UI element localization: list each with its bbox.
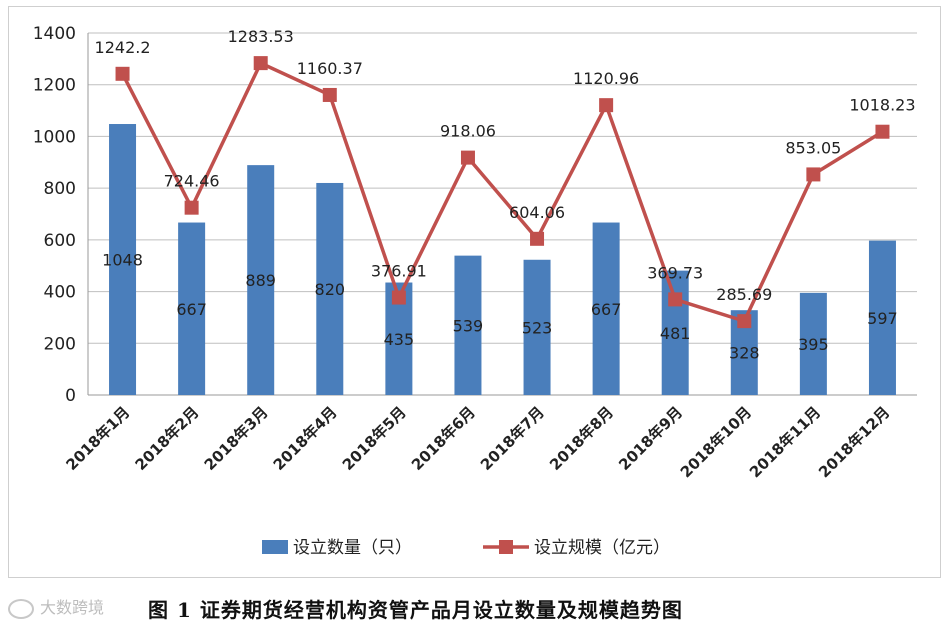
bar xyxy=(523,259,551,395)
bar-data-label: 328 xyxy=(729,344,760,363)
y-tick-label: 1200 xyxy=(33,76,76,96)
y-tick-label: 800 xyxy=(44,179,76,199)
caption-area: 大数跨境 图 1 证券期货经营机构资管产品月设立数量及规模趋势图 xyxy=(0,594,949,624)
line-point xyxy=(253,56,268,71)
legend-line-label: 设立规模（亿元） xyxy=(534,538,670,558)
bar-data-label: 395 xyxy=(798,335,829,354)
bar xyxy=(178,222,206,395)
line-point xyxy=(322,87,337,102)
line-data-label: 376.91 xyxy=(371,262,427,281)
x-tick-label: 2018年11月 xyxy=(746,403,824,481)
legend-bar-label: 设立数量（只） xyxy=(293,538,412,558)
watermark-text: 大数跨境 xyxy=(40,598,105,617)
line-data-label: 369.73 xyxy=(647,263,703,282)
bar-data-label: 667 xyxy=(176,300,207,319)
x-tick-label: 2018年2月 xyxy=(132,403,203,474)
line-point xyxy=(530,231,545,246)
bar xyxy=(454,255,482,395)
y-tick-label: 200 xyxy=(44,334,76,354)
x-tick-label: 2018年1月 xyxy=(63,403,134,474)
watermark: 大数跨境 xyxy=(8,594,104,619)
line-point xyxy=(668,292,683,307)
line-point xyxy=(184,200,199,215)
x-tick-label: 2018年12月 xyxy=(815,403,893,481)
bar-data-label: 1048 xyxy=(102,251,143,270)
y-tick-label: 400 xyxy=(44,283,76,303)
bar-data-label: 539 xyxy=(453,316,484,335)
bar-data-label: 889 xyxy=(245,271,276,290)
x-tick-label: 2018年5月 xyxy=(339,403,410,474)
x-tick-label: 2018年10月 xyxy=(677,403,755,481)
y-tick-label: 1400 xyxy=(33,24,76,44)
legend-bar-swatch xyxy=(262,540,288,554)
bar xyxy=(868,240,896,395)
bar-data-label: 435 xyxy=(384,330,415,349)
bar-data-label: 820 xyxy=(315,280,346,299)
bar-data-label: 597 xyxy=(867,309,898,328)
line-data-label: 918.06 xyxy=(440,122,496,141)
bar xyxy=(799,292,827,395)
y-tick-label: 0 xyxy=(65,386,76,406)
line-data-label: 285.69 xyxy=(716,285,772,304)
line-data-label: 724.46 xyxy=(164,172,220,191)
y-tick-label: 1000 xyxy=(33,127,76,147)
x-tick-label: 2018年4月 xyxy=(270,403,341,474)
bar-data-label: 523 xyxy=(522,318,553,337)
line-data-label: 1120.96 xyxy=(573,69,639,88)
line-data-label: 1160.37 xyxy=(297,59,363,78)
bar-data-label: 481 xyxy=(660,324,691,343)
line-data-label: 1018.23 xyxy=(849,96,915,115)
bar xyxy=(316,182,344,395)
series-line xyxy=(120,61,884,323)
line-data-label: 1242.2 xyxy=(95,38,151,57)
line-point xyxy=(599,98,614,113)
line-point xyxy=(875,124,890,139)
watermark-icon xyxy=(8,598,34,619)
line-point xyxy=(115,66,130,81)
y-tick-label: 600 xyxy=(44,231,76,251)
line-point xyxy=(806,167,821,182)
bar xyxy=(661,270,689,395)
bar-data-label: 667 xyxy=(591,300,622,319)
line-point xyxy=(460,150,475,165)
line-point xyxy=(391,290,406,305)
line-data-label: 1283.53 xyxy=(228,27,294,46)
x-tick-label: 2018年6月 xyxy=(408,403,479,474)
legend-line-marker xyxy=(499,540,513,554)
bar xyxy=(109,124,137,395)
line-data-label: 604.06 xyxy=(509,203,565,222)
line-point xyxy=(737,314,752,329)
chart: 0 200 400 600 800 1000 1200 1400 1048 667 889 820 4… xyxy=(33,24,917,558)
bar xyxy=(247,165,275,395)
x-tick-label: 2018年8月 xyxy=(546,403,617,474)
bar xyxy=(592,222,620,395)
line-data-label: 853.05 xyxy=(785,138,841,157)
x-tick-label: 2018年9月 xyxy=(615,403,686,474)
figure-caption: 图 1 证券期货经营机构资管产品月设立数量及规模趋势图 xyxy=(148,598,683,622)
x-tick-label: 2018年7月 xyxy=(477,403,548,474)
x-tick-label: 2018年3月 xyxy=(201,403,272,474)
